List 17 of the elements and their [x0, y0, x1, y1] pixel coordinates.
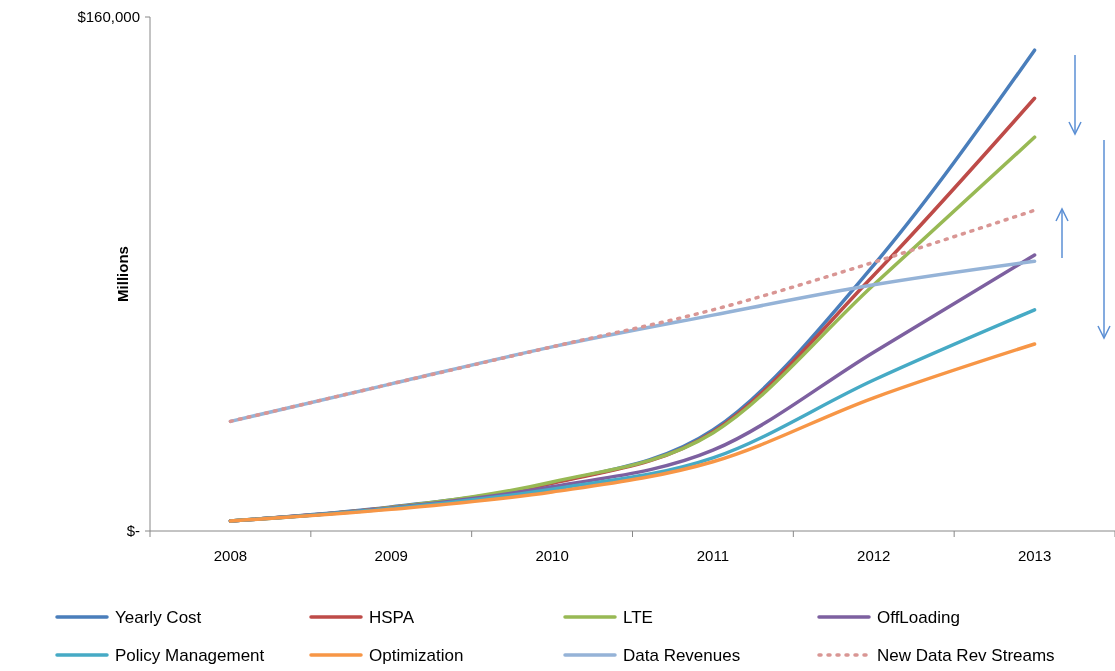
legend-label: HSPA: [369, 607, 415, 627]
x-tick-label: 2009: [374, 547, 408, 564]
x-tick-label: 2011: [696, 547, 730, 564]
legend-label: Policy Management: [115, 645, 265, 665]
legend-label: Data Revenues: [623, 645, 741, 665]
legend-label: OffLoading: [877, 607, 960, 627]
legend-label: New Data Rev Streams: [877, 645, 1055, 665]
legend-label: Yearly Cost: [115, 607, 202, 627]
text: $-: [126, 522, 140, 540]
text: $160,000: [77, 8, 140, 26]
legend-label: Optimization: [369, 645, 464, 665]
x-tick-label: 2012: [857, 547, 891, 564]
y-axis-title: Millions: [114, 246, 131, 302]
x-tick-label: 2013: [1017, 547, 1052, 564]
legend-label: LTE: [623, 607, 653, 627]
x-tick-label: 2010: [535, 547, 569, 564]
x-tick-label: 2008: [213, 547, 248, 564]
